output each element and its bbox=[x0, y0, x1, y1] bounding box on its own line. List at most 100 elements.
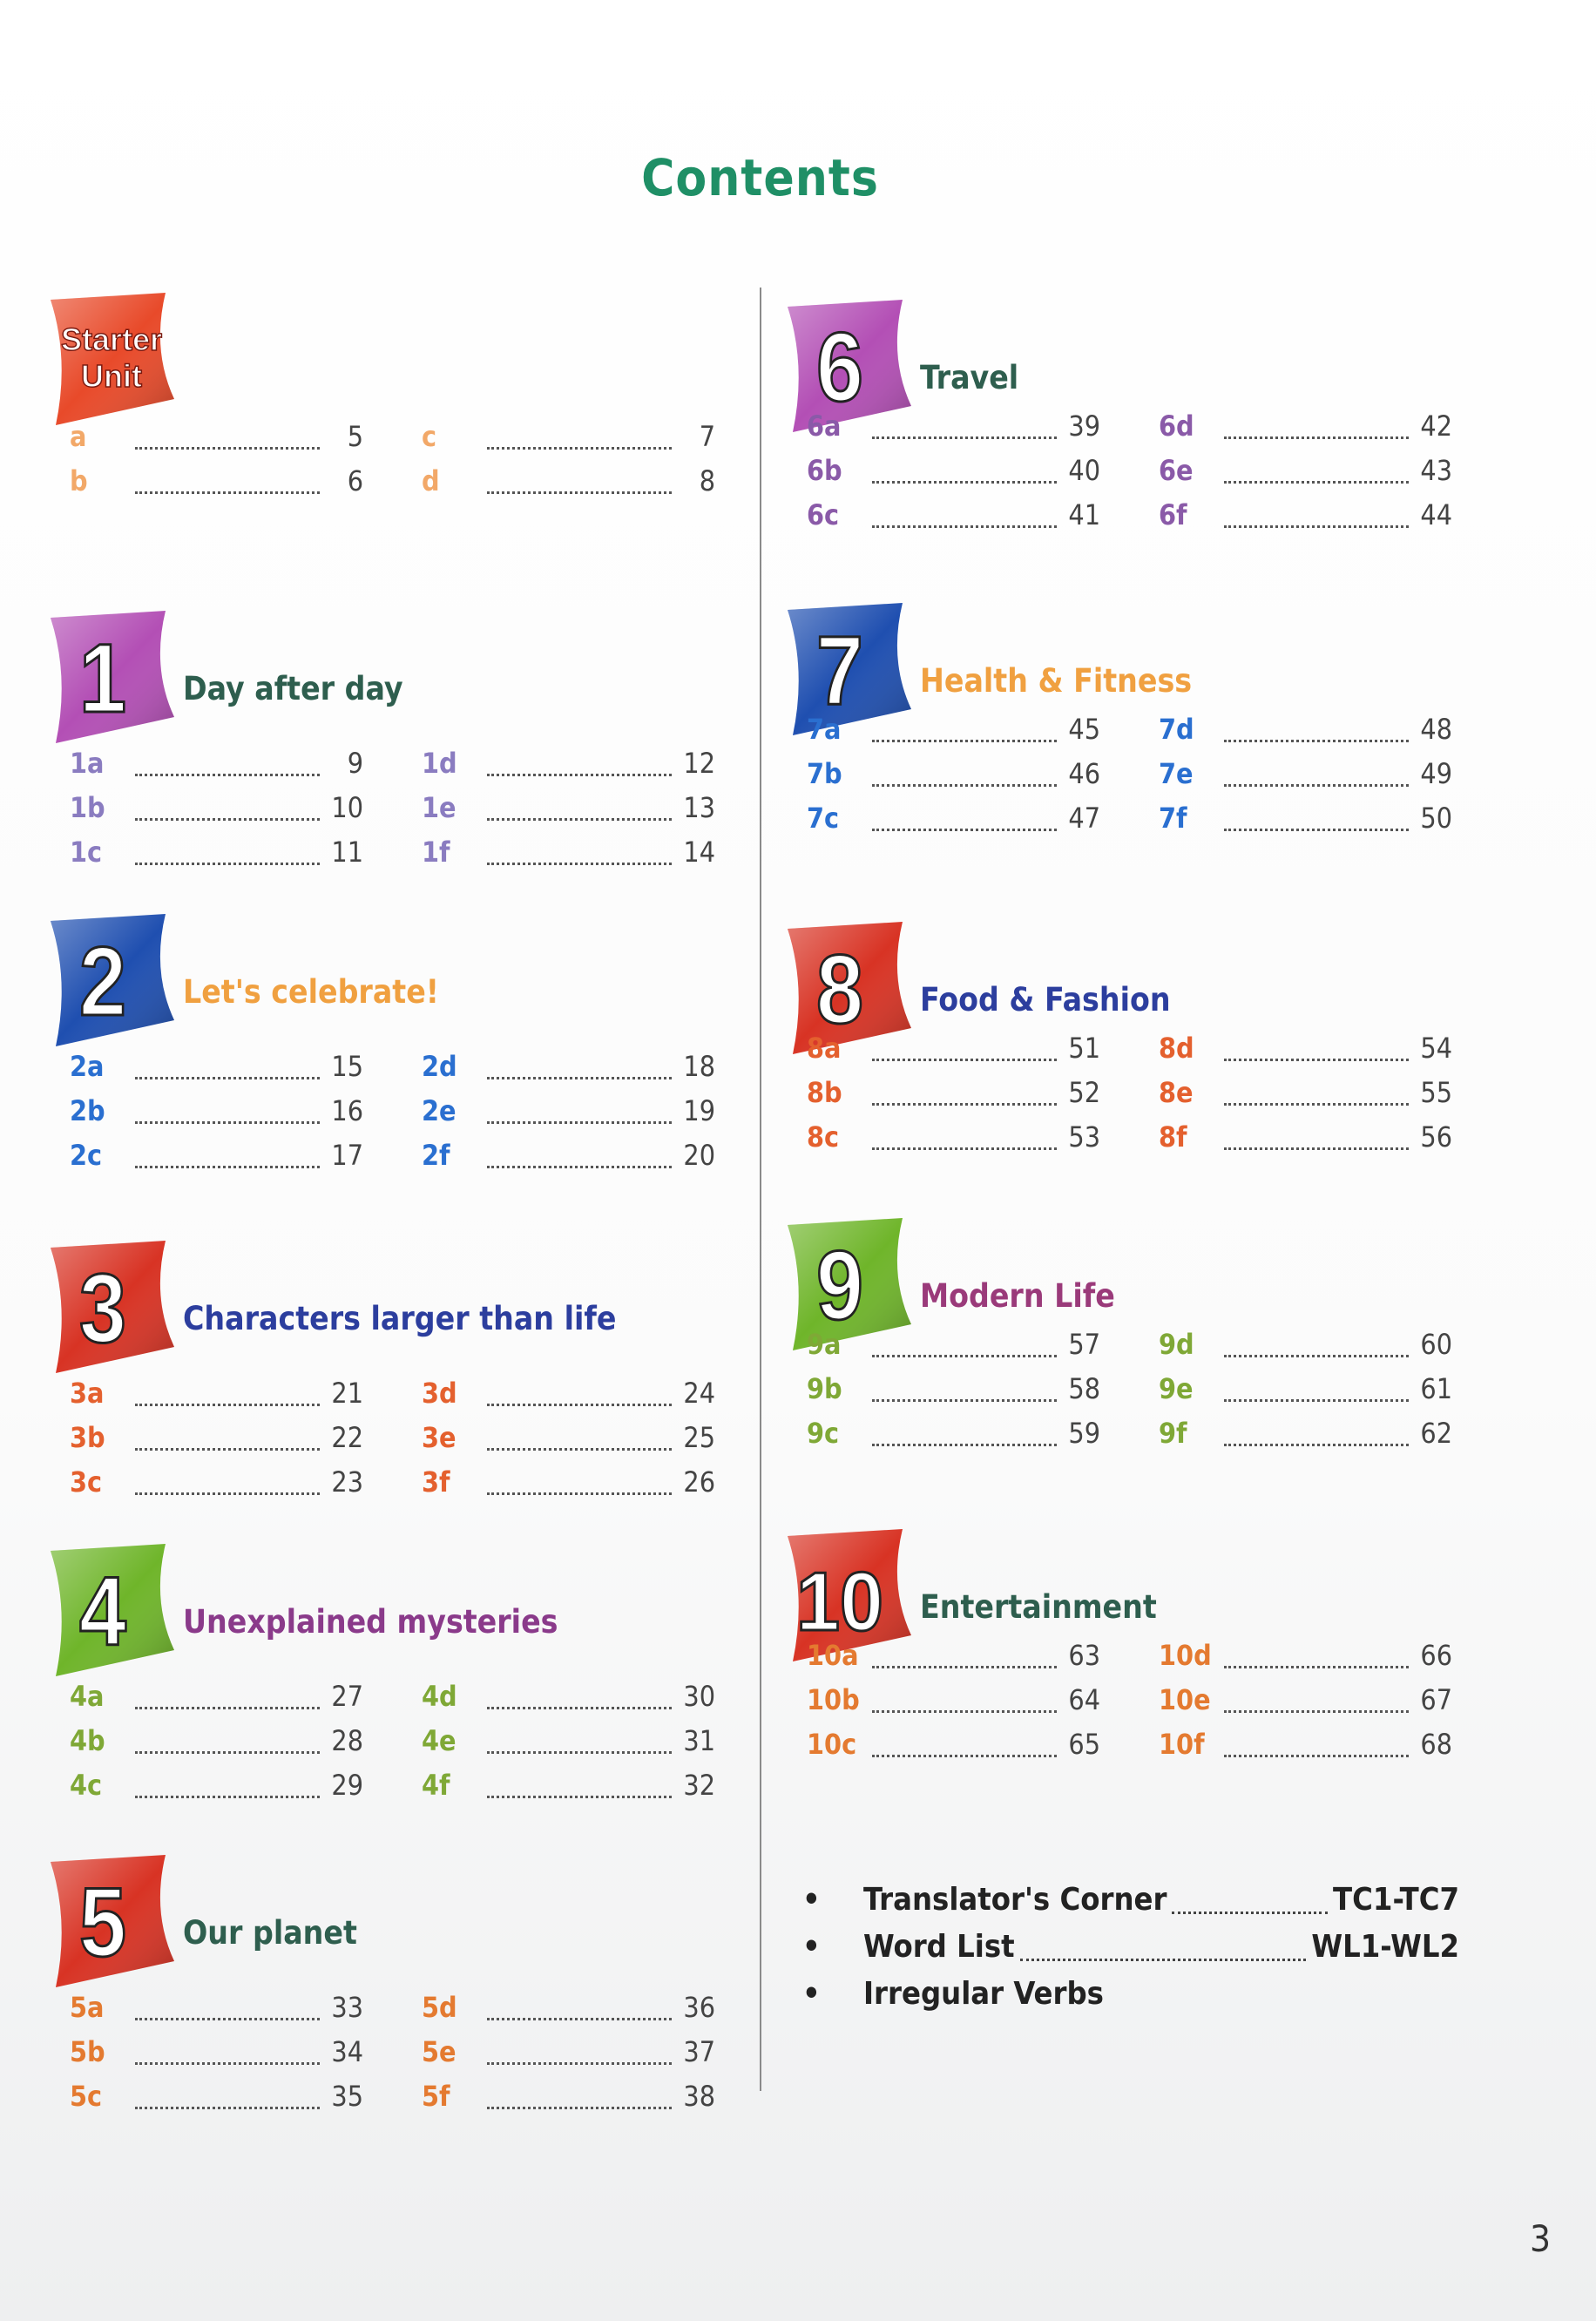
contents-entry[interactable]: 8c 53 bbox=[807, 1120, 1100, 1164]
leader-dots bbox=[1224, 480, 1409, 484]
contents-entry[interactable]: 9e 61 bbox=[1159, 1372, 1452, 1416]
unit-title: Day after day bbox=[183, 670, 403, 707]
contents-entry[interactable]: 3c 23 bbox=[70, 1465, 363, 1509]
contents-entry[interactable]: 10e 67 bbox=[1159, 1683, 1452, 1727]
extra-item[interactable]: • Irregular Verbs bbox=[797, 1976, 1459, 2023]
contents-entry[interactable]: 3b 22 bbox=[70, 1421, 363, 1465]
contents-entry[interactable]: 6f 44 bbox=[1159, 498, 1452, 542]
contents-entry[interactable]: 2c 17 bbox=[70, 1139, 363, 1182]
contents-entry[interactable]: 4e 31 bbox=[422, 1724, 715, 1768]
contents-entry[interactable]: 1f 14 bbox=[422, 836, 715, 879]
lesson-code: 6e bbox=[1159, 454, 1194, 487]
contents-entry[interactable]: 1c 11 bbox=[70, 836, 363, 879]
contents-entry[interactable]: 6d 42 bbox=[1159, 409, 1452, 453]
contents-entry[interactable]: 7c 47 bbox=[807, 802, 1100, 845]
contents-entry[interactable]: 5b 34 bbox=[70, 2035, 363, 2079]
contents-entry[interactable]: 2e 19 bbox=[422, 1094, 715, 1138]
leader-dots bbox=[1224, 1102, 1409, 1106]
contents-entry[interactable]: 9f 62 bbox=[1159, 1417, 1452, 1460]
leader-dots bbox=[487, 1447, 672, 1451]
contents-entry[interactable]: 5a 33 bbox=[70, 1991, 363, 2034]
contents-entry[interactable]: 4a 27 bbox=[70, 1680, 363, 1723]
leader-dots bbox=[872, 1398, 1057, 1402]
contents-entry[interactable]: 1d 12 bbox=[422, 747, 715, 790]
unit-title: Our planet bbox=[183, 1914, 357, 1952]
contents-entry[interactable]: 10a 63 bbox=[807, 1639, 1100, 1682]
contents-entry[interactable]: 7f 50 bbox=[1159, 802, 1452, 845]
contents-entry[interactable]: 4b 28 bbox=[70, 1724, 363, 1768]
contents-entry[interactable]: 7d 48 bbox=[1159, 713, 1452, 756]
leader-dots bbox=[1224, 1398, 1409, 1402]
contents-entry[interactable]: 9b 58 bbox=[807, 1372, 1100, 1416]
contents-entry[interactable]: 8f 56 bbox=[1159, 1120, 1452, 1164]
unit-section: 2 Let's celebrate! 2a 15 2b 16 2c 17 2d 18 2e 19 2f 2… bbox=[44, 910, 723, 1242]
page-ref: 43 bbox=[1420, 454, 1452, 487]
contents-entry[interactable]: 8d 54 bbox=[1159, 1032, 1452, 1075]
contents-entry[interactable]: 5c 35 bbox=[70, 2080, 363, 2123]
page-ref: 44 bbox=[1420, 498, 1452, 531]
contents-entry[interactable]: 6c 41 bbox=[807, 498, 1100, 542]
contents-entry[interactable]: 8e 55 bbox=[1159, 1076, 1452, 1120]
page-ref: 52 bbox=[1068, 1076, 1100, 1109]
lesson-code: 8c bbox=[807, 1120, 840, 1154]
contents-entry[interactable]: 5e 37 bbox=[422, 2035, 715, 2079]
contents-entry[interactable]: 3a 21 bbox=[70, 1377, 363, 1420]
contents-entry[interactable]: 10c 65 bbox=[807, 1728, 1100, 1771]
contents-entry[interactable]: 2f 20 bbox=[422, 1139, 715, 1182]
contents-entry[interactable]: 9c 59 bbox=[807, 1417, 1100, 1460]
contents-entry[interactable]: 1e 13 bbox=[422, 791, 715, 835]
contents-entry[interactable]: 3e 25 bbox=[422, 1421, 715, 1465]
page-ref: 55 bbox=[1420, 1076, 1452, 1109]
leader-dots bbox=[487, 862, 672, 865]
extra-item[interactable]: • Translator's Corner TC1-TC7 bbox=[797, 1882, 1459, 1929]
contents-entry[interactable]: 2a 15 bbox=[70, 1050, 363, 1093]
contents-entry[interactable]: 8a 51 bbox=[807, 1032, 1100, 1075]
contents-entry[interactable]: 6a 39 bbox=[807, 409, 1100, 453]
contents-entry[interactable]: 4c 29 bbox=[70, 1769, 363, 1812]
contents-entry[interactable]: 1a 9 bbox=[70, 747, 363, 790]
contents-entry[interactable]: 8b 52 bbox=[807, 1076, 1100, 1120]
extra-item[interactable]: • Word List WL1-WL2 bbox=[797, 1929, 1459, 1976]
page-ref: 53 bbox=[1068, 1120, 1100, 1154]
lesson-code: 6b bbox=[807, 454, 842, 487]
lesson-code: 9d bbox=[1159, 1328, 1194, 1361]
leader-dots bbox=[487, 1795, 672, 1798]
contents-entry[interactable]: 10f 68 bbox=[1159, 1728, 1452, 1771]
lesson-code: 7e bbox=[1159, 757, 1194, 790]
contents-entry[interactable]: 3f 26 bbox=[422, 1465, 715, 1509]
page-ref: 51 bbox=[1068, 1032, 1100, 1065]
contents-entry[interactable]: 5d 36 bbox=[422, 1991, 715, 2034]
contents-entry[interactable]: 7a 45 bbox=[807, 713, 1100, 756]
svg-text:7: 7 bbox=[816, 616, 863, 725]
lesson-code: 3b bbox=[70, 1421, 105, 1454]
contents-entry[interactable]: 4f 32 bbox=[422, 1769, 715, 1812]
page-ref: 38 bbox=[683, 2080, 715, 2113]
contents-entry[interactable]: 4d 30 bbox=[422, 1680, 715, 1723]
contents-entry[interactable]: 1b 10 bbox=[70, 791, 363, 835]
page-ref: 56 bbox=[1420, 1120, 1452, 1154]
contents-entry[interactable]: 9d 60 bbox=[1159, 1328, 1452, 1371]
contents-entry[interactable]: 2d 18 bbox=[422, 1050, 715, 1093]
page-ref: 20 bbox=[683, 1139, 715, 1172]
lesson-code: 10a bbox=[807, 1639, 859, 1672]
contents-entry[interactable]: 9a 57 bbox=[807, 1328, 1100, 1371]
contents-entry[interactable]: 5f 38 bbox=[422, 2080, 715, 2123]
contents-entry[interactable]: 10d 66 bbox=[1159, 1639, 1452, 1682]
lesson-code: 8f bbox=[1159, 1120, 1187, 1154]
page-ref: 35 bbox=[331, 2080, 363, 2113]
contents-entry[interactable]: 7e 49 bbox=[1159, 757, 1452, 801]
contents-entry[interactable]: 6b 40 bbox=[807, 454, 1100, 497]
lesson-code: b bbox=[70, 464, 88, 497]
page-ref: 42 bbox=[1420, 409, 1452, 443]
contents-entry[interactable]: 6e 43 bbox=[1159, 454, 1452, 497]
contents-entry[interactable]: 3d 24 bbox=[422, 1377, 715, 1420]
contents-entry[interactable]: 10b 64 bbox=[807, 1683, 1100, 1727]
leader-dots bbox=[487, 817, 672, 821]
lesson-code: 7f bbox=[1159, 802, 1187, 835]
contents-entry[interactable]: 7b 46 bbox=[807, 757, 1100, 801]
contents-entry[interactable]: 2b 16 bbox=[70, 1094, 363, 1138]
